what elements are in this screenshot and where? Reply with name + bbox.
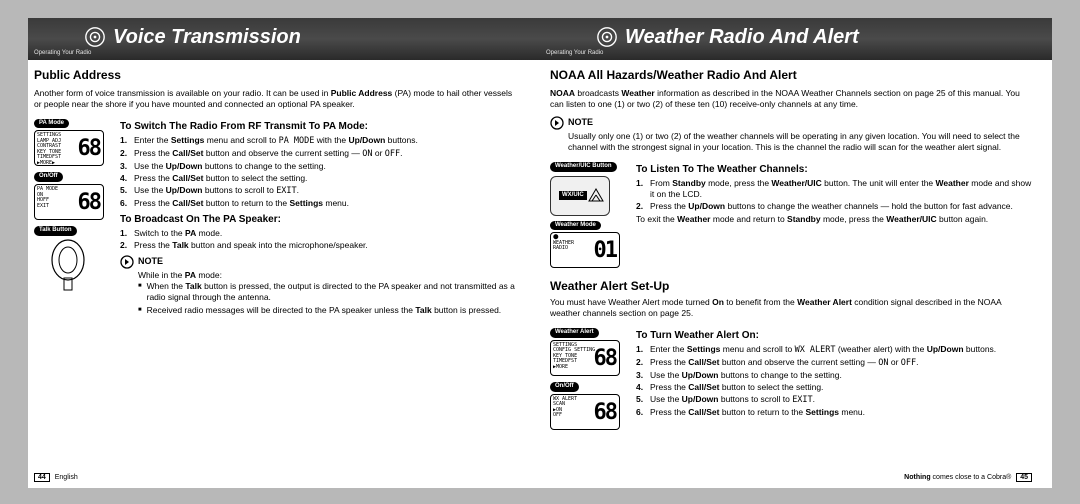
heading-listen: To Listen To The Weather Channels: [636, 163, 1032, 176]
note-title: NOTE [568, 117, 593, 129]
listen-steps: 1.From Standby mode, press the Weather/U… [636, 178, 1032, 212]
header-right: Weather Radio And Alert Operating Your R… [540, 18, 1052, 60]
footer-right: Nothing comes close to a Cobra® 45 [520, 473, 1032, 482]
listen-exit: To exit the Weather mode and return to S… [636, 214, 1032, 225]
lcd-pa-mode: SETTINGSLAMP ADJCONTRASTKEY TONETIMEDFST… [34, 130, 104, 166]
pill-talk: Talk Button [34, 226, 77, 236]
header-band: Voice Transmission Operating Your Radio … [28, 18, 1052, 60]
note-icon [120, 255, 134, 269]
turn-steps: 1.Enter the Settings menu and scroll to … [636, 344, 1032, 418]
pill-pa-mode: PA Mode [34, 119, 69, 129]
talk-button-diagram [48, 238, 88, 293]
pill-wxuic: Weather/UIC Button [550, 162, 617, 172]
switch-steps: 1.Enter the Settings menu and scroll to … [120, 135, 520, 209]
note-bullets: When the Talk button is pressed, the out… [120, 281, 520, 316]
lang-label: English [55, 474, 78, 481]
heading-turn: To Turn Weather Alert On: [636, 329, 1032, 342]
lcd-alert-onoff: WX ALERTSCAN▶ONOFF 68 [550, 394, 620, 430]
section-alert: Weather Alert Set-Up [550, 279, 1032, 295]
broadcast-steps: 1.Switch to the PA mode.2.Press the Talk… [120, 228, 520, 251]
lcd-channel: 68 [594, 399, 617, 428]
section-noaa: NOAA All Hazards/Weather Radio And Alert [550, 68, 1032, 84]
heading-switch: To Switch The Radio From RF Transmit To … [120, 120, 520, 133]
note-icon [550, 116, 564, 130]
content: Public Address Another form of voice tra… [28, 68, 1052, 468]
breadcrumb-right: Operating Your Radio [546, 50, 603, 56]
manual-spread: Voice Transmission Operating Your Radio … [28, 18, 1052, 488]
section-public-address: Public Address [34, 68, 520, 84]
header-title-right: Weather Radio And Alert [625, 26, 859, 49]
pill-wxmode: Weather Mode [550, 221, 601, 231]
target-icon [596, 26, 618, 48]
pill-onoff: On/Off [550, 382, 579, 392]
right-page: NOAA All Hazards/Weather Radio And Alert… [540, 68, 1052, 468]
heading-broadcast: To Broadcast On The PA Speaker: [120, 213, 520, 226]
breadcrumb-left: Operating Your Radio [34, 50, 91, 56]
lcd-channel: 68 [78, 189, 101, 218]
intro-noaa: NOAA broadcasts Weather information as d… [550, 88, 1032, 110]
pill-alert: Weather Alert [550, 328, 599, 338]
lcd-alert: SETTINGSCONFIG SETTINGKEY TONETIMEDFST▶M… [550, 340, 620, 376]
page-number-left: 44 [34, 473, 50, 482]
intro-alert: You must have Weather Alert mode turned … [550, 297, 1032, 319]
tagline: Nothing comes close to a Cobra® [904, 474, 1011, 481]
lcd-weather: ⬤WEATHERRADIO 01 [550, 232, 620, 268]
page-number-right: 45 [1016, 473, 1032, 482]
left-page: Public Address Another form of voice tra… [28, 68, 540, 468]
lcd-channel: 01 [594, 237, 617, 266]
note-title: NOTE [138, 256, 163, 268]
wxuic-button-diagram: WX/UIC [550, 176, 610, 216]
header-left: Voice Transmission Operating Your Radio [28, 18, 540, 60]
target-icon [84, 26, 106, 48]
pill-onoff: On/Off [34, 172, 63, 182]
lcd-onoff: PA MODE ONHOFFEXIT 68 [34, 184, 104, 220]
lcd-channel: 68 [594, 345, 617, 374]
header-title-left: Voice Transmission [113, 26, 301, 49]
intro-pa: Another form of voice transmission is av… [34, 88, 520, 110]
footer-left: 44 English [34, 473, 546, 482]
note-intro: While in the PA mode: [120, 270, 520, 281]
lcd-channel: 68 [78, 135, 101, 164]
note-body: Usually only one (1) or two (2) of the w… [550, 131, 1032, 153]
